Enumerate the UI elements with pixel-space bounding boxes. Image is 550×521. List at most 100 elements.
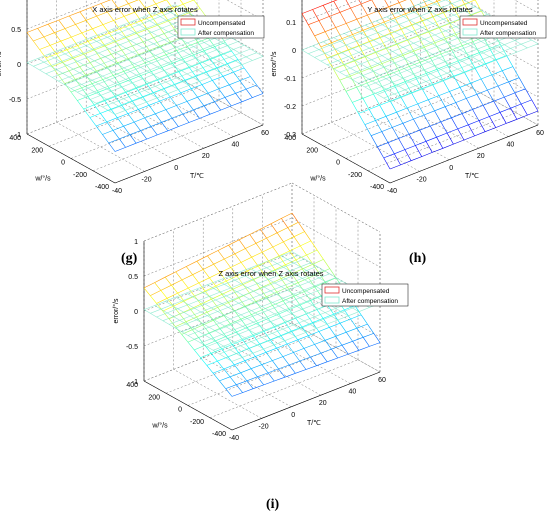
mesh-line [113,71,120,76]
mesh-line [344,309,351,320]
mesh-line [153,37,161,47]
mesh-line [239,80,247,90]
T-axis-label: T/℃ [307,420,321,427]
mesh-line [265,352,273,361]
box-edge [291,182,381,233]
mesh-line [300,245,307,256]
mesh-line [155,55,163,60]
mesh-line [314,285,322,290]
mesh-line [425,141,433,153]
mesh-line [272,271,280,276]
mesh-line [225,357,233,362]
mesh-line [381,63,389,75]
mesh-line [89,68,97,73]
mesh-line [132,45,139,55]
mesh-line [293,236,301,247]
mesh-line [256,84,264,94]
T-tick-label: 60 [378,377,386,384]
mesh-line [107,37,114,42]
mesh-line [133,94,141,99]
grid-line [301,47,451,107]
mesh-line [261,337,269,342]
mesh-line [203,105,211,115]
mesh-line [426,73,433,85]
mesh-line [96,15,104,25]
mesh-line [227,45,234,50]
T-tick-label: 40 [232,142,240,149]
mesh-line [408,81,416,86]
mesh-line [345,0,351,9]
mesh-line [428,31,436,44]
mesh-line [228,307,235,312]
T-tick-label: -40 [229,435,239,442]
mesh-line [212,372,220,382]
mesh-line [365,24,372,30]
mesh-line [422,27,429,32]
mesh-line [481,10,488,15]
mesh-line [377,78,385,91]
mesh-line [223,345,231,351]
mesh-line [350,75,357,88]
mesh-line [364,55,372,61]
grid-line [463,0,539,42]
mesh-line [373,71,380,76]
mesh-line [352,48,360,53]
grid-line [301,19,451,79]
grid-line [291,252,381,303]
mesh-line [95,103,103,108]
mesh-line [214,101,221,111]
mesh-line [301,49,309,54]
mesh-line [404,89,412,94]
mesh-line [343,64,351,69]
mesh-line [362,337,370,347]
panel-label-i: (i) [266,497,280,512]
mesh-line [245,248,252,258]
mesh-line [226,295,233,300]
mesh-line [272,333,279,338]
mesh-line [134,12,142,21]
mesh-line [335,308,343,313]
mesh-line [227,338,235,343]
mesh-line [504,44,511,49]
mesh-line [288,332,296,337]
mesh-line [98,52,106,57]
mesh-line [285,278,292,283]
mesh-line [464,41,471,46]
mesh-line [411,92,418,105]
mesh-line [184,62,192,67]
mesh-line [147,39,154,45]
mesh-line [85,75,93,84]
mesh-line [221,334,229,339]
mesh-line [383,157,391,170]
mesh-line [320,352,328,362]
mesh-line [138,54,146,64]
mesh-line [407,39,414,52]
mesh-line [228,244,236,254]
mesh-line [520,103,528,116]
mesh-line [413,51,421,63]
mesh-line [192,296,200,301]
mesh-line [98,37,106,46]
mesh-line [299,297,307,302]
mesh-line [280,317,288,322]
mesh-line [87,87,95,93]
mesh-line [196,288,204,293]
mesh-line [276,263,284,268]
mesh-line [408,134,416,146]
mesh-line [170,41,177,51]
mesh-line [308,53,315,58]
w-tick-label: 0 [178,407,182,414]
mesh-line [107,11,114,21]
mesh-line [77,45,85,55]
mesh-line [510,48,518,53]
mesh-line [377,146,384,159]
mesh-line [360,71,368,84]
mesh-line [117,62,125,72]
mesh-line [295,305,303,310]
mesh-line [261,306,269,311]
mesh-line [415,54,423,59]
mesh-line [58,74,65,84]
mesh-line [512,66,520,78]
mesh-line [383,89,391,102]
mesh-line [112,130,120,140]
